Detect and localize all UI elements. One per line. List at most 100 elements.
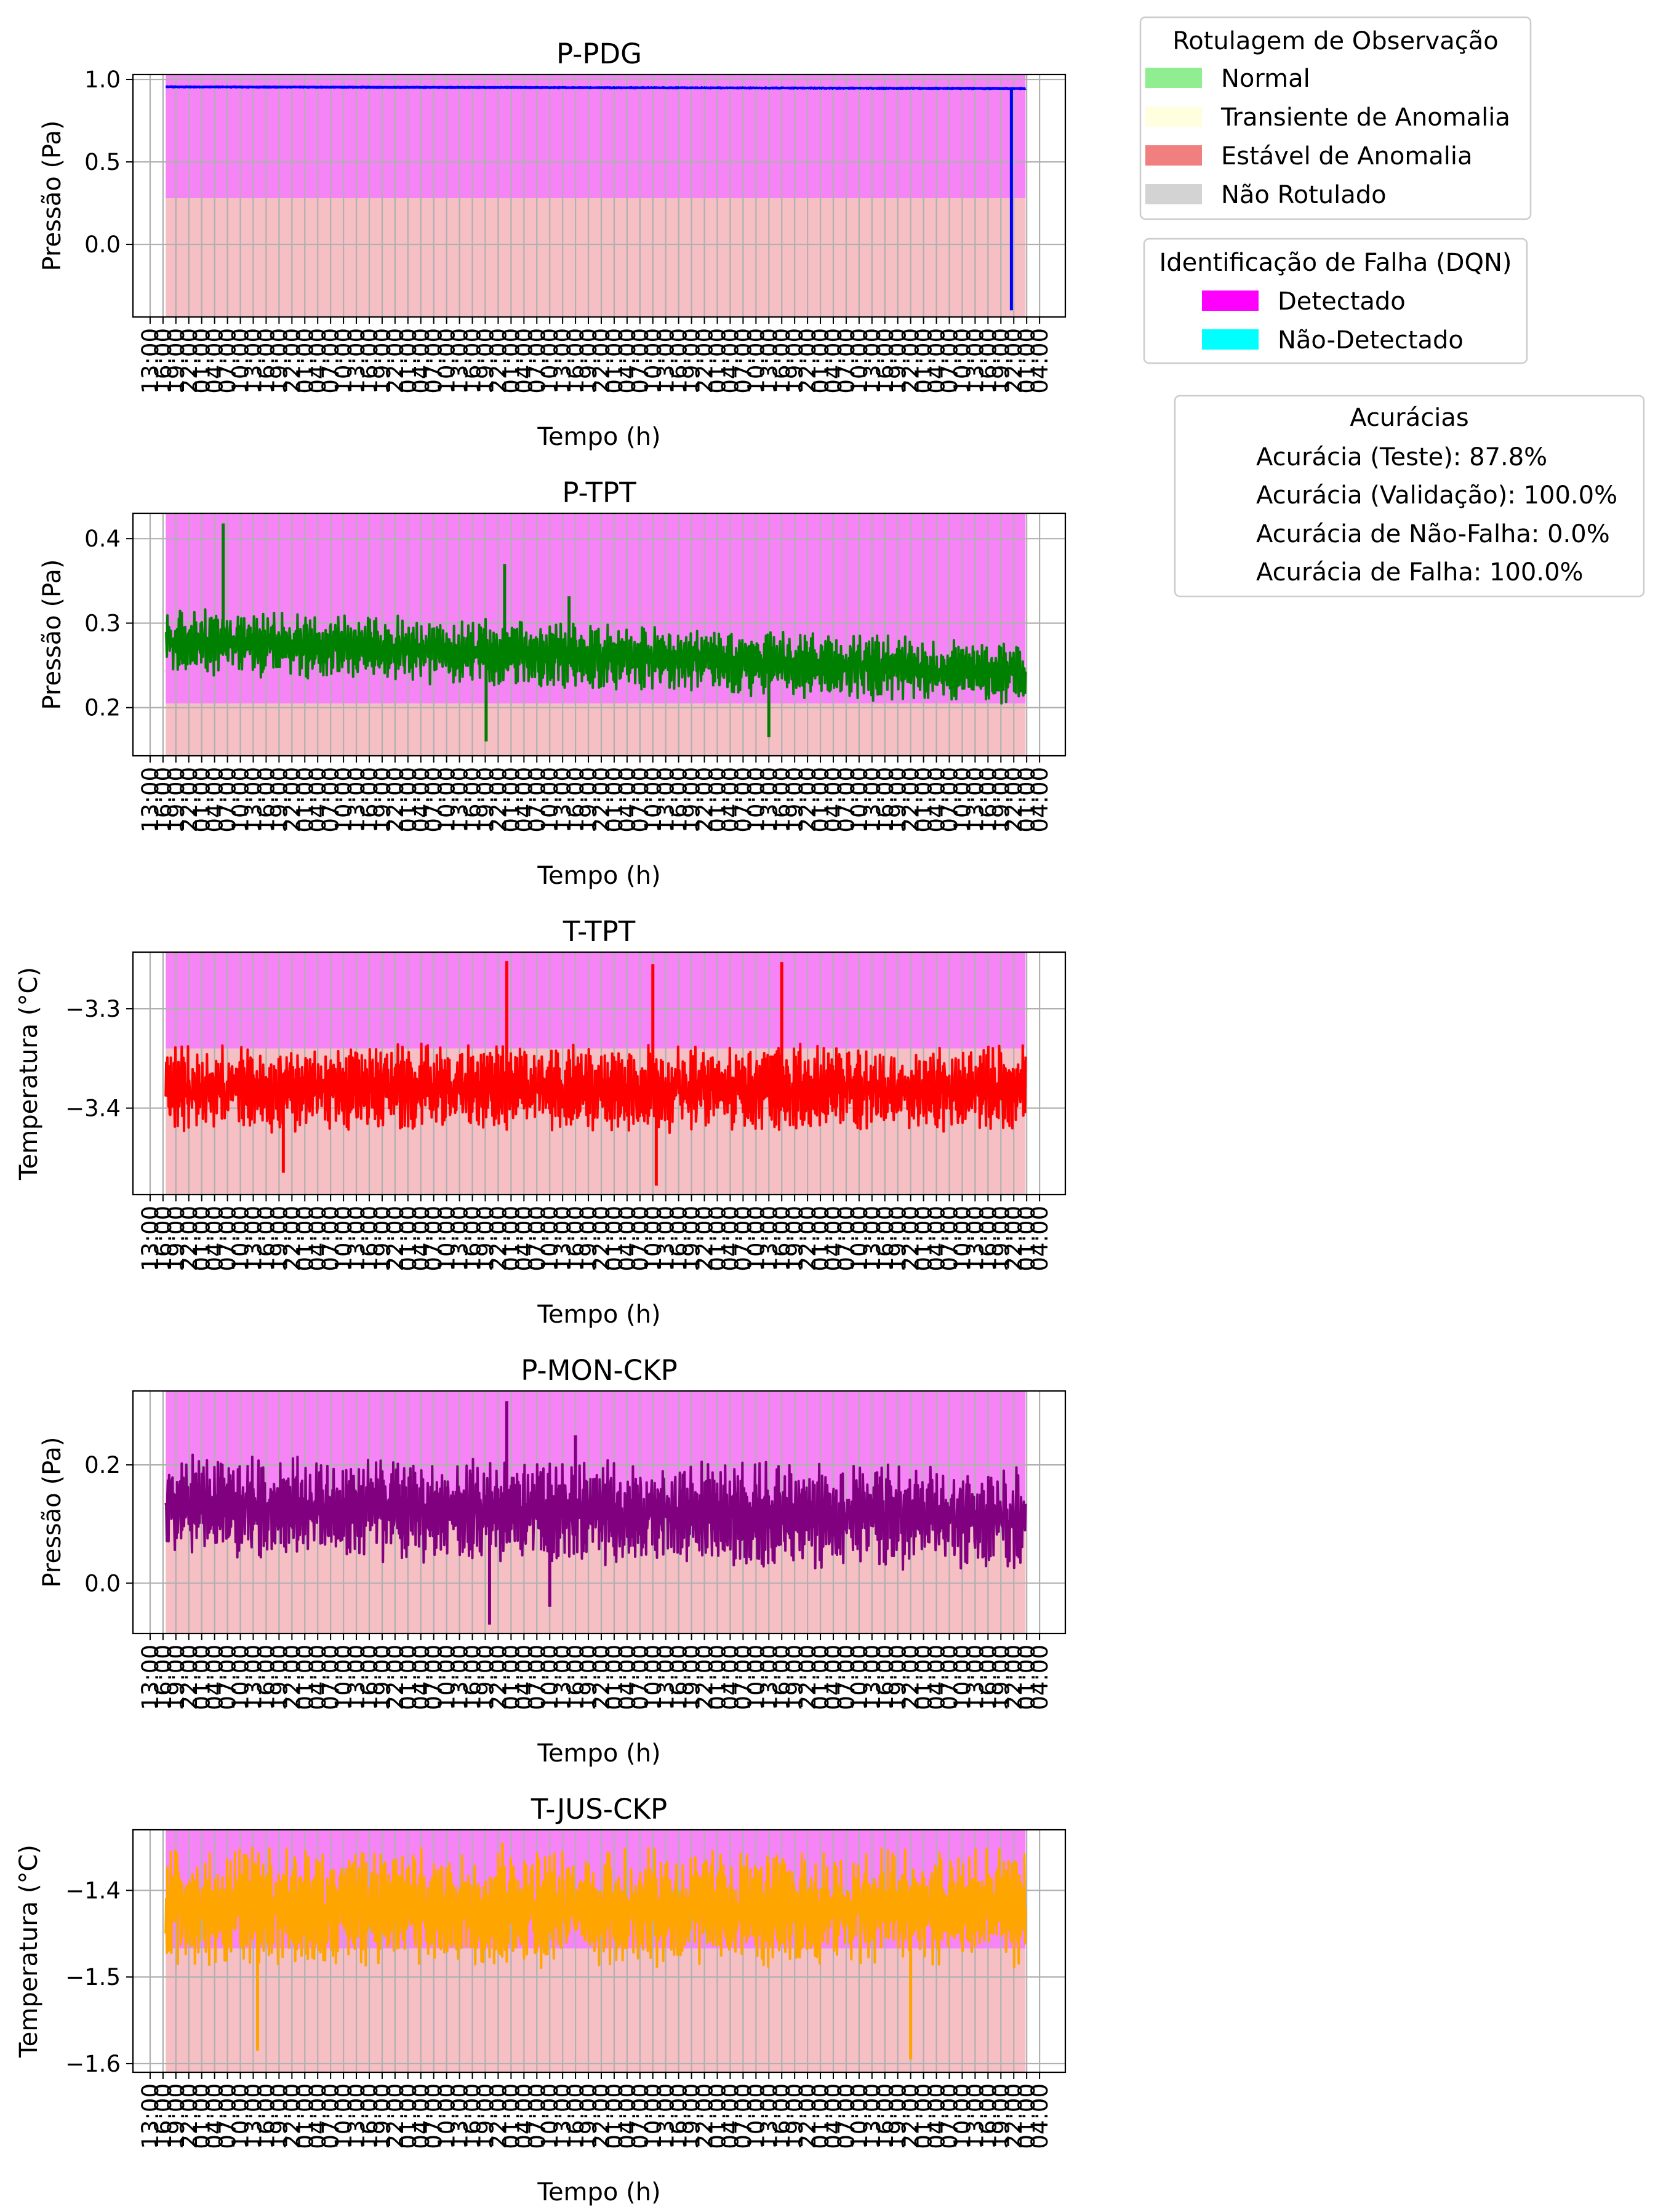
x-tick-label: 22:00: [176, 1645, 202, 1710]
x-tick-label: 10:00: [949, 1206, 975, 1272]
y-tick-label: 0.4: [84, 526, 121, 552]
x-tick-label: 16:00: [975, 2083, 1001, 2149]
x-tick-label: 19:00: [988, 1206, 1014, 1272]
observation-label-band: [166, 198, 1026, 317]
x-tick-label: 16:00: [872, 1206, 899, 1272]
x-tick-label: 01:00: [1014, 328, 1040, 394]
legend-fault-title: Identificação de Falha (DQN): [1159, 249, 1512, 277]
x-tick-label: 22:00: [795, 328, 821, 394]
y-tick-label: −3.3: [65, 996, 121, 1022]
x-tick-label: 10:00: [846, 1206, 873, 1272]
legend-swatch-detectado: [1202, 291, 1259, 311]
x-tick-label: 07:00: [730, 767, 756, 833]
legend-observation-frame: [1139, 16, 1532, 220]
x-tick-label: 16:00: [356, 1206, 383, 1272]
x-tick-label: 10:00: [949, 767, 975, 833]
x-tick-label: 10:00: [434, 2083, 460, 2149]
x-tick-label: 10:00: [228, 1645, 254, 1710]
x-tick-label: 10:00: [228, 2083, 254, 2149]
x-axis-label: Tempo (h): [537, 1739, 660, 1768]
x-tick-label: 04:00: [924, 767, 950, 833]
x-tick-label: 19:00: [679, 2083, 705, 2149]
legend-label-normal: Normal: [1221, 65, 1310, 93]
x-tick-label: 19:00: [369, 767, 396, 833]
x-tick-label: 13:00: [962, 1206, 988, 1272]
x-tick-label: 16:00: [872, 767, 899, 833]
x-tick-label: 01:00: [911, 1645, 937, 1710]
x-tick-label: 22:00: [795, 767, 821, 833]
x-tick-label: 19:00: [575, 328, 602, 394]
x-tick-label: 01:00: [395, 2083, 422, 2149]
x-tick-label: 22:00: [279, 767, 305, 833]
x-tick-label: 07:00: [421, 767, 447, 833]
x-tick-label: 22:00: [588, 328, 615, 394]
x-tick-label: 13:00: [859, 1206, 886, 1272]
legend-observation-title: Rotulagem de Observação: [1172, 27, 1498, 55]
x-tick-label: 13:00: [756, 1206, 782, 1272]
x-tick-label: 01:00: [1014, 1645, 1040, 1710]
x-tick-label: 07:00: [730, 1645, 756, 1710]
accuracies-title: Acurácias: [1350, 404, 1468, 432]
y-tick-label: −1.5: [65, 1964, 121, 1990]
subplot-title: P-TPT: [562, 476, 636, 509]
x-tick-label: 07:00: [936, 1206, 963, 1272]
x-tick-label: 07:00: [833, 2083, 860, 2149]
x-tick-label: 19:00: [266, 2083, 292, 2149]
x-tick-label: 10:00: [330, 767, 357, 833]
x-tick-label: 01:00: [292, 1206, 318, 1272]
x-tick-label: 10:00: [640, 328, 667, 394]
x-tick-label: 01:00: [395, 328, 422, 394]
x-tick-label: 13:00: [240, 767, 266, 833]
x-tick-label: 01:00: [1014, 767, 1040, 833]
x-tick-label: 13:00: [653, 1206, 679, 1272]
x-tick-label: 01:00: [292, 328, 318, 394]
x-tick-label: 16:00: [460, 767, 486, 833]
x-tick-label: 10:00: [228, 328, 254, 394]
x-tick-label: 13:00: [137, 328, 164, 394]
legend-swatch-normal: [1145, 68, 1202, 88]
x-tick-label: 04:00: [511, 1645, 537, 1710]
x-tick-label: 01:00: [601, 1645, 628, 1710]
x-tick-label: 04:00: [408, 2083, 435, 2149]
x-tick-label: 13:00: [550, 1206, 576, 1272]
x-tick-label: 04:00: [1027, 328, 1053, 394]
x-tick-label: 22:00: [692, 328, 718, 394]
x-tick-label: 01:00: [704, 2083, 731, 2149]
x-tick-label: 19:00: [369, 2083, 396, 2149]
x-tick-label: 04:00: [1027, 1206, 1053, 1272]
x-tick-label: 07:00: [833, 767, 860, 833]
legend-label-estavel: Estável de Anomalia: [1221, 142, 1473, 170]
x-tick-label: 10:00: [330, 2083, 357, 2149]
x-tick-label: 16:00: [666, 2083, 692, 2149]
x-tick-label: 19:00: [782, 1645, 808, 1710]
x-tick-label: 04:00: [202, 767, 228, 833]
y-tick-label: −1.4: [65, 1878, 121, 1904]
x-tick-label: 13:00: [756, 1645, 782, 1710]
x-tick-label: 01:00: [911, 767, 937, 833]
x-tick-label: 01:00: [1014, 2083, 1040, 2149]
x-tick-label: 04:00: [408, 1206, 435, 1272]
x-tick-label: 16:00: [975, 767, 1001, 833]
x-tick-label: 04:00: [305, 328, 331, 394]
subplot-t-jus-ckp: 13:0016:0019:0022:0001:0004:0007:0010:00…: [15, 1793, 1067, 2206]
x-tick-label: 16:00: [460, 1206, 486, 1272]
x-tick-label: 22:00: [1001, 767, 1027, 833]
legend-swatch-nao-rotulado: [1145, 184, 1202, 204]
x-tick-label: 10:00: [640, 767, 667, 833]
legend-observation: Rotulagem de Observação Normal Transient…: [1139, 16, 1532, 220]
x-tick-label: 22:00: [279, 2083, 305, 2149]
x-tick-label: 16:00: [975, 328, 1001, 394]
x-tick-label: 10:00: [537, 1206, 563, 1272]
x-tick-label: 13:00: [550, 328, 576, 394]
x-tick-label: 04:00: [614, 1645, 641, 1710]
x-tick-label: 04:00: [924, 1645, 950, 1710]
x-tick-label: 16:00: [563, 328, 589, 394]
x-tick-label: 04:00: [511, 2083, 537, 2149]
x-tick-label: 22:00: [279, 328, 305, 394]
x-tick-label: 13:00: [447, 1206, 473, 1272]
x-tick-label: 07:00: [936, 2083, 963, 2149]
x-tick-label: 07:00: [833, 1206, 860, 1272]
x-tick-label: 22:00: [485, 1645, 511, 1710]
x-tick-label: 10:00: [537, 2083, 563, 2149]
x-tick-label: 19:00: [369, 1206, 396, 1272]
